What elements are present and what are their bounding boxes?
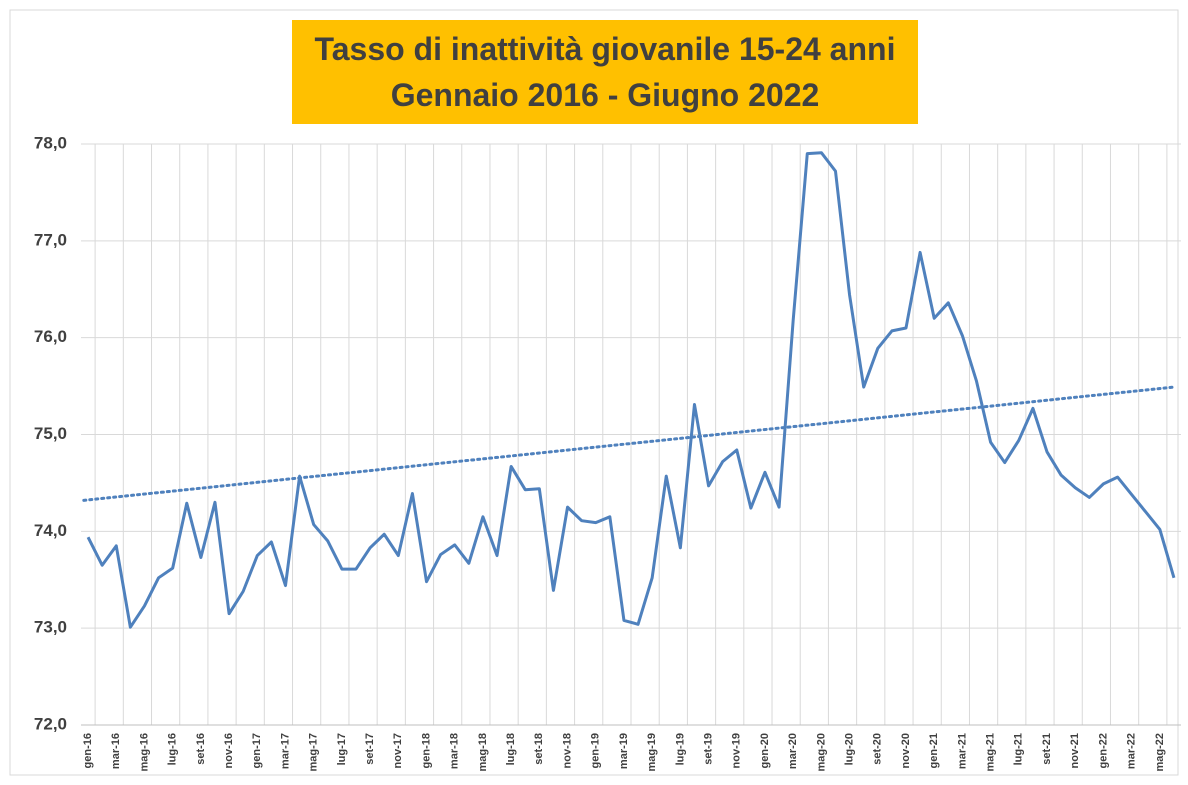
x-tick-label: nov-20 [900, 733, 912, 768]
x-tick-label: mar-16 [110, 733, 122, 769]
y-tick-label: 72,0 [34, 714, 67, 733]
line-series [86, 151, 1176, 629]
x-tick-label: mar-19 [618, 733, 630, 769]
x-tick-label: nov-19 [731, 733, 743, 768]
y-tick-label: 78,0 [34, 133, 67, 152]
x-tick-label: mag-22 [1154, 733, 1166, 772]
x-tick-label: set-20 [872, 733, 884, 765]
x-tick-label: lug-16 [167, 733, 179, 765]
x-tick-label: nov-21 [1069, 733, 1081, 768]
x-tick-label: set-21 [1041, 733, 1053, 765]
x-tick-label: set-19 [702, 733, 714, 765]
title-box [292, 20, 918, 124]
chart-subtitle: Gennaio 2016 - Giugno 2022 [391, 77, 820, 113]
x-tick-label: gen-21 [928, 733, 940, 768]
x-tick-label: mag-19 [646, 733, 658, 772]
x-tick-label: mar-17 [279, 733, 291, 769]
chart-frame [9, 9, 1179, 776]
x-tick-label: gen-19 [590, 733, 602, 768]
x-tick-label: mag-16 [138, 733, 150, 772]
x-tick-label: mar-21 [956, 733, 968, 769]
x-tick-label: gen-20 [759, 733, 771, 768]
x-tick-label: lug-18 [505, 733, 517, 765]
x-tick-label: lug-17 [336, 733, 348, 765]
x-tick-label: nov-18 [561, 733, 573, 768]
x-tick-label: gen-17 [251, 733, 263, 768]
chart-title: Tasso di inattività giovanile 15-24 anni [315, 31, 896, 67]
y-tick-label: 76,0 [34, 327, 67, 346]
trend-line [82, 385, 1176, 502]
x-tick-label: set-18 [533, 733, 545, 765]
x-tick-label: lug-21 [1013, 733, 1025, 765]
x-tick-label: nov-17 [392, 733, 404, 768]
x-tick-label: lug-20 [843, 733, 855, 765]
x-tick-label: set-16 [195, 733, 207, 765]
x-tick-label: mar-22 [1126, 733, 1138, 769]
x-tick-label: mag-20 [815, 733, 827, 772]
y-tick-label: 75,0 [34, 424, 67, 443]
y-tick-label: 74,0 [34, 521, 67, 540]
x-tick-label: mar-18 [449, 733, 461, 769]
x-tick-label: set-17 [364, 733, 376, 765]
x-tick-label: gen-18 [420, 733, 432, 768]
x-tick-label: mar-20 [787, 733, 799, 769]
x-tick-label: gen-22 [1097, 733, 1109, 768]
x-tick-label: nov-16 [223, 733, 235, 768]
x-tick-label: mag-21 [985, 733, 997, 772]
x-tick-label: mag-17 [308, 733, 320, 772]
y-tick-label: 73,0 [34, 618, 67, 637]
y-tick-label: 77,0 [34, 230, 67, 249]
x-tick-label: lug-19 [674, 733, 686, 765]
x-tick-label: gen-16 [82, 733, 94, 768]
x-tick-label: mag-18 [477, 733, 489, 772]
